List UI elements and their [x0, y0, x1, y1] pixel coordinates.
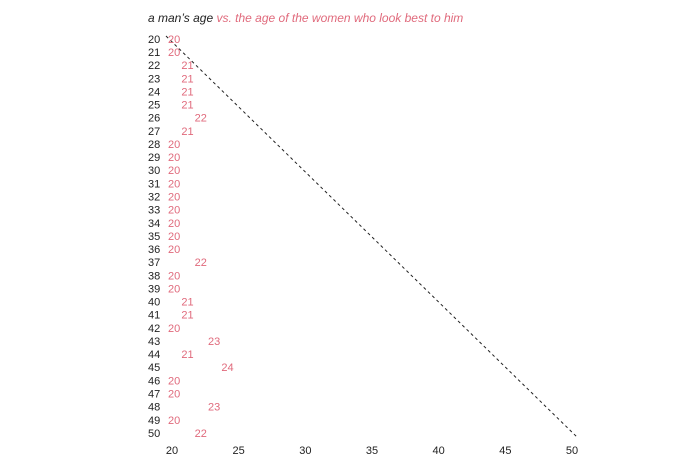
x-tick-label: 45 [499, 445, 511, 457]
value-label: 22 [195, 257, 207, 269]
value-label: 20 [168, 218, 180, 230]
value-label: 21 [181, 349, 193, 361]
y-category-label: 45 [148, 362, 160, 374]
value-label: 20 [168, 47, 180, 59]
value-label: 20 [168, 283, 180, 295]
value-label: 20 [168, 375, 180, 387]
y-category-label: 49 [148, 415, 160, 427]
y-category-label: 31 [148, 178, 160, 190]
value-label: 20 [168, 165, 180, 177]
y-category-label: 38 [148, 270, 160, 282]
value-label: 23 [208, 336, 220, 348]
y-category-label: 20 [148, 34, 160, 46]
value-label: 20 [168, 231, 180, 243]
value-label: 22 [195, 428, 207, 440]
value-label: 21 [181, 86, 193, 98]
y-category-label: 39 [148, 283, 160, 295]
value-label: 20 [168, 323, 180, 335]
value-label: 20 [168, 192, 180, 204]
y-category-label: 29 [148, 152, 160, 164]
value-label: 20 [168, 34, 180, 46]
y-category-label: 23 [148, 73, 160, 85]
y-category-label: 36 [148, 244, 160, 256]
y-category-label: 41 [148, 310, 160, 322]
value-label: 21 [181, 73, 193, 85]
y-category-label: 40 [148, 297, 160, 309]
x-tick-label: 40 [433, 445, 445, 457]
reference-line [165, 35, 579, 439]
value-label: 20 [168, 152, 180, 164]
y-category-label: 27 [148, 126, 160, 138]
y-category-label: 33 [148, 205, 160, 217]
value-label: 21 [181, 310, 193, 322]
value-label: 21 [181, 60, 193, 72]
x-tick-label: 30 [299, 445, 311, 457]
x-tick-label: 20 [166, 445, 178, 457]
value-label: 21 [181, 126, 193, 138]
y-category-label: 24 [148, 86, 160, 98]
y-category-label: 47 [148, 389, 160, 401]
value-label: 22 [195, 113, 207, 125]
value-label: 23 [208, 402, 220, 414]
y-category-label: 43 [148, 336, 160, 348]
y-category-label: 21 [148, 47, 160, 59]
value-label: 20 [168, 389, 180, 401]
y-category-label: 50 [148, 428, 160, 440]
title: a man’s age [148, 11, 213, 25]
value-label: 20 [168, 270, 180, 282]
value-label: 21 [181, 100, 193, 112]
y-category-label: 37 [148, 257, 160, 269]
value-label: 20 [168, 178, 180, 190]
value-label: 20 [168, 415, 180, 427]
x-tick-label: 35 [366, 445, 378, 457]
x-tick-label: 50 [566, 445, 578, 457]
y-category-label: 26 [148, 113, 160, 125]
value-label: 21 [181, 297, 193, 309]
value-label: 20 [168, 139, 180, 151]
subtitle: vs. the age of the women who look best t… [217, 11, 464, 25]
y-category-label: 30 [148, 165, 160, 177]
y-category-label: 44 [148, 349, 160, 361]
chart-title: a man’s age vs. the age of the women who… [148, 11, 463, 25]
value-label: 24 [221, 362, 233, 374]
y-category-label: 34 [148, 218, 160, 230]
y-category-label: 28 [148, 139, 160, 151]
x-tick-label: 25 [233, 445, 245, 457]
y-category-label: 46 [148, 375, 160, 387]
y-category-label: 35 [148, 231, 160, 243]
value-label: 20 [168, 244, 180, 256]
value-label: 20 [168, 205, 180, 217]
y-category-label: 42 [148, 323, 160, 335]
y-category-label: 25 [148, 100, 160, 112]
y-category-label: 22 [148, 60, 160, 72]
y-category-label: 48 [148, 402, 160, 414]
y-category-label: 32 [148, 192, 160, 204]
